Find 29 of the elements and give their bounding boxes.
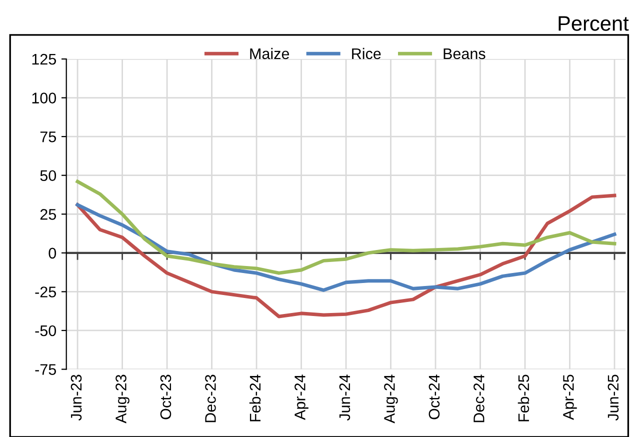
x-tick-label: Oct-24 <box>428 374 440 420</box>
x-tick-label: Feb-24 <box>249 374 261 422</box>
line-series <box>76 203 616 292</box>
y-tick-label: -75 <box>35 364 56 375</box>
x-tick-label: Feb-25 <box>518 374 530 422</box>
legend-label: Rice <box>352 48 381 60</box>
line-series <box>76 194 616 318</box>
y-tick-label: 0 <box>48 248 56 259</box>
y-tick-label: 50 <box>40 170 56 182</box>
y-tick-label: 75 <box>40 132 56 142</box>
y-tick-label: 125 <box>32 54 56 65</box>
y-tick-label: 25 <box>40 209 56 220</box>
x-tick-label: Dec-23 <box>205 374 216 422</box>
x-tick-label: Jun-23 <box>70 374 82 421</box>
x-tick-label: Jun-24 <box>339 374 350 421</box>
legend-label: Beans <box>444 48 486 60</box>
y-axis-title: Percent <box>558 16 629 31</box>
x-tick-label: Apr-24 <box>294 374 308 420</box>
x-tick-label: Oct-23 <box>160 374 172 420</box>
x-tick-label: Apr-25 <box>563 374 577 420</box>
x-tick-label: Jun-25 <box>608 374 619 421</box>
line-series <box>76 180 616 275</box>
y-tick-label: -25 <box>35 286 56 298</box>
x-tick-label: Dec-24 <box>474 374 484 422</box>
legend-label: Maize <box>250 48 290 60</box>
y-tick-label: 100 <box>32 92 56 104</box>
x-tick-label: Aug-24 <box>384 374 398 424</box>
y-tick-label: -50 <box>35 325 56 336</box>
x-tick-label: Aug-23 <box>116 374 130 424</box>
